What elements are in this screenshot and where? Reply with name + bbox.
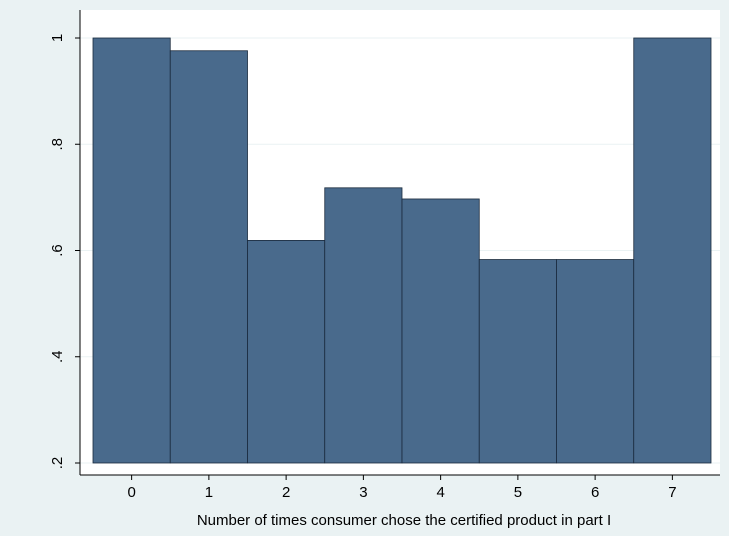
y-tick-label: .8 <box>49 138 66 151</box>
y-axis-ticks: .2 .4 .6 .8 1 <box>49 34 80 469</box>
bar-1 <box>169 50 248 464</box>
x-tick-label: 2 <box>282 484 290 501</box>
x-tick-label: 3 <box>359 484 367 501</box>
x-axis-title: Number of times consumer chose the certi… <box>197 512 611 529</box>
bar-7 <box>633 37 712 464</box>
bar-2 <box>247 240 326 464</box>
x-axis-ticks: 0 1 2 3 4 5 6 7 <box>127 475 677 501</box>
y-tick-label: 1 <box>49 34 66 42</box>
bar-6 <box>556 259 635 464</box>
bar-5 <box>478 259 557 464</box>
y-tick-label: .6 <box>49 244 66 257</box>
x-tick-label: 4 <box>436 484 444 501</box>
y-tick-label: .4 <box>49 350 66 363</box>
x-tick-label: 6 <box>591 484 599 501</box>
bar-3 <box>324 187 403 464</box>
x-tick-label: 0 <box>127 484 135 501</box>
bar-4 <box>401 198 480 464</box>
x-tick-label: 1 <box>205 484 213 501</box>
x-tick-label: 5 <box>514 484 522 501</box>
bars <box>92 37 712 464</box>
x-tick-label: 7 <box>668 484 676 501</box>
y-tick-label: .2 <box>49 457 66 470</box>
bar-0 <box>92 37 171 464</box>
